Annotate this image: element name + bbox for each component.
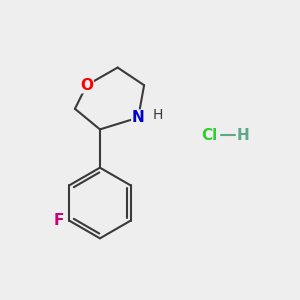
Text: H: H: [152, 108, 163, 122]
Text: N: N: [132, 110, 145, 125]
Text: Cl: Cl: [201, 128, 217, 143]
Text: F: F: [54, 213, 64, 228]
Text: O: O: [80, 78, 93, 93]
Text: H: H: [236, 128, 249, 143]
